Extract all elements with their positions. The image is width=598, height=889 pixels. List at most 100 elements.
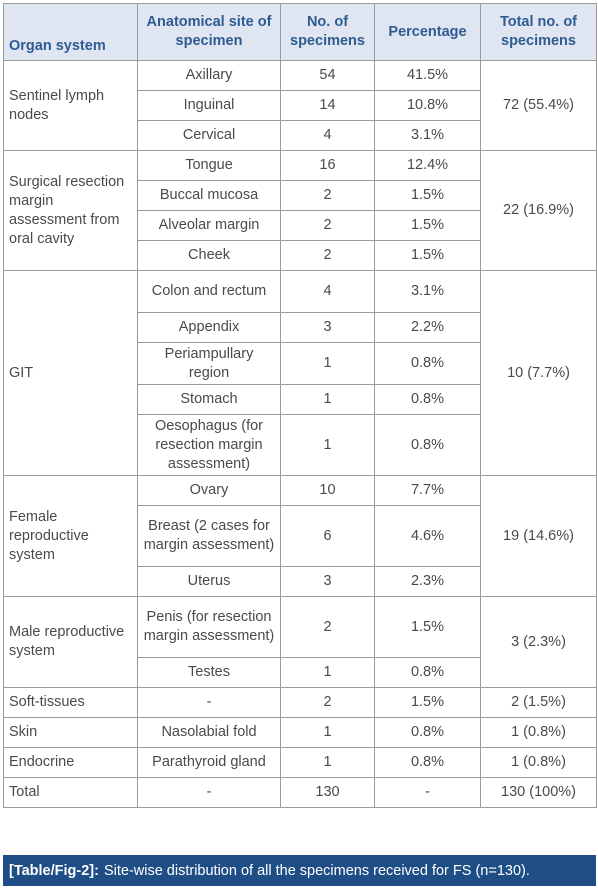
total-cell: 22 (16.9%) [480,150,597,271]
percentage-cell: 41.5% [374,60,481,91]
count-cell: 2 [280,180,375,211]
table-row: Alveolar margin 2 1.5% [4,210,597,241]
count-cell: 10 [280,475,375,506]
site-cell: Uterus [137,566,281,597]
table-row: Cheek 2 1.5% [4,240,597,271]
site-cell: Periampullary region [137,342,281,385]
percentage-cell: - [374,777,481,808]
percentage-cell: 0.8% [374,342,481,385]
count-cell: 1 [280,747,375,778]
site-cell: Buccal mucosa [137,180,281,211]
percentage-cell: 7.7% [374,475,481,506]
count-cell: 4 [280,120,375,151]
table-row-total: Total - 130 - 130 (100%) [3,777,597,808]
total-cell: 2 (1.5%) [480,687,597,718]
percentage-cell: 3.1% [374,120,481,151]
site-cell: Ovary [137,475,281,506]
percentage-cell: 0.8% [374,717,481,748]
count-cell: 1 [280,342,375,385]
total-cell: 1 (0.8%) [480,747,597,778]
organ-cell: Female reproductive system [3,475,138,597]
site-cell: Breast (2 cases for margin assessment) [137,505,281,567]
header-row: Organ system Anatomical site of specimen… [3,3,597,61]
percentage-cell: 0.8% [374,384,481,415]
site-cell: Cervical [137,120,281,151]
header-organ-system: Organ system [3,3,138,61]
count-cell: 1 [280,717,375,748]
count-cell: 2 [280,596,375,658]
organ-cell: Surgical resection margin assessment fro… [3,150,138,271]
table-row: Surgical resection margin assessment fro… [3,150,597,271]
header-total-specimens: Total no. of specimens [480,3,597,61]
table-row: Periampullary region 1 0.8% [4,342,597,385]
caption-label: [Table/Fig-2]: [9,862,99,879]
percentage-cell: 4.6% [374,505,481,567]
percentage-cell: 10.8% [374,90,481,121]
table-row: Inguinal 14 10.8% [4,90,597,121]
total-cell: 19 (14.6%) [480,475,597,597]
total-cell: 1 (0.8%) [480,717,597,748]
percentage-cell: 3.1% [374,270,481,313]
table-row: GIT Colon and rectum 4 3.1% 10 (7.7%) [3,270,597,476]
site-cell: Colon and rectum [137,270,281,313]
count-cell: 6 [280,505,375,567]
count-cell: 4 [280,270,375,313]
count-cell: 54 [280,60,375,91]
table-row: Endocrine Parathyroid gland 1 0.8% 1 (0.… [3,747,597,778]
percentage-cell: 1.5% [374,687,481,718]
site-cell: Testes [137,657,281,688]
site-cell: Nasolabial fold [137,717,281,748]
count-cell: 2 [280,687,375,718]
count-cell: 1 [280,384,375,415]
site-cell: Penis (for resection margin assessment) [137,596,281,658]
percentage-cell: 2.2% [374,312,481,343]
site-cell: - [137,687,281,718]
header-no-of-specimens: No. of specimens [280,3,375,61]
count-cell: 16 [280,150,375,181]
organ-cell: GIT [3,270,138,476]
count-cell: 1 [280,414,375,476]
table-row: Female reproductive system Ovary 10 7.7%… [3,475,597,597]
site-cell: Stomach [137,384,281,415]
site-cell: Cheek [137,240,281,271]
percentage-cell: 1.5% [374,210,481,241]
table-row: Appendix 3 2.2% [4,312,597,343]
total-cell: 130 (100%) [480,777,597,808]
count-cell: 3 [280,312,375,343]
table-row: Buccal mucosa 2 1.5% [4,180,597,211]
total-cell: 72 (55.4%) [480,60,597,151]
percentage-cell: 2.3% [374,566,481,597]
percentage-cell: 1.5% [374,180,481,211]
organ-cell: Male reproductive system [3,596,138,688]
percentage-cell: 0.8% [374,747,481,778]
site-cell: Axillary [137,60,281,91]
table-row: Cervical 4 3.1% [4,120,597,151]
site-cell: - [137,777,281,808]
site-cell: Appendix [137,312,281,343]
site-cell: Parathyroid gland [137,747,281,778]
count-cell: 2 [280,210,375,241]
percentage-cell: 0.8% [374,414,481,476]
organ-cell: Soft-tissues [3,687,138,718]
count-cell: 3 [280,566,375,597]
header-anatomical-site: Anatomical site of specimen [137,3,281,61]
organ-cell: Skin [3,717,138,748]
site-cell: Tongue [137,150,281,181]
percentage-cell: 1.5% [374,596,481,658]
table-caption: [Table/Fig-2]: Site-wise distribution of… [3,855,596,886]
site-cell: Oesophagus (for resection margin assessm… [137,414,281,476]
table-row: Stomach 1 0.8% [4,384,597,415]
caption-text: Site-wise distribution of all the specim… [103,862,530,879]
percentage-cell: 12.4% [374,150,481,181]
specimen-distribution-table: Organ system Anatomical site of specimen… [3,3,597,808]
count-cell: 130 [280,777,375,808]
percentage-cell: 0.8% [374,657,481,688]
count-cell: 2 [280,240,375,271]
organ-cell: Sentinel lymph nodes [3,60,138,151]
site-cell: Inguinal [137,90,281,121]
table-row: Skin Nasolabial fold 1 0.8% 1 (0.8%) [3,717,597,748]
table-row: Breast (2 cases for margin assessment) 6… [4,505,597,567]
table-row: Sentinel lymph nodes Axillary 54 41.5% 7… [3,60,597,151]
header-percentage: Percentage [374,3,481,61]
site-cell: Alveolar margin [137,210,281,241]
